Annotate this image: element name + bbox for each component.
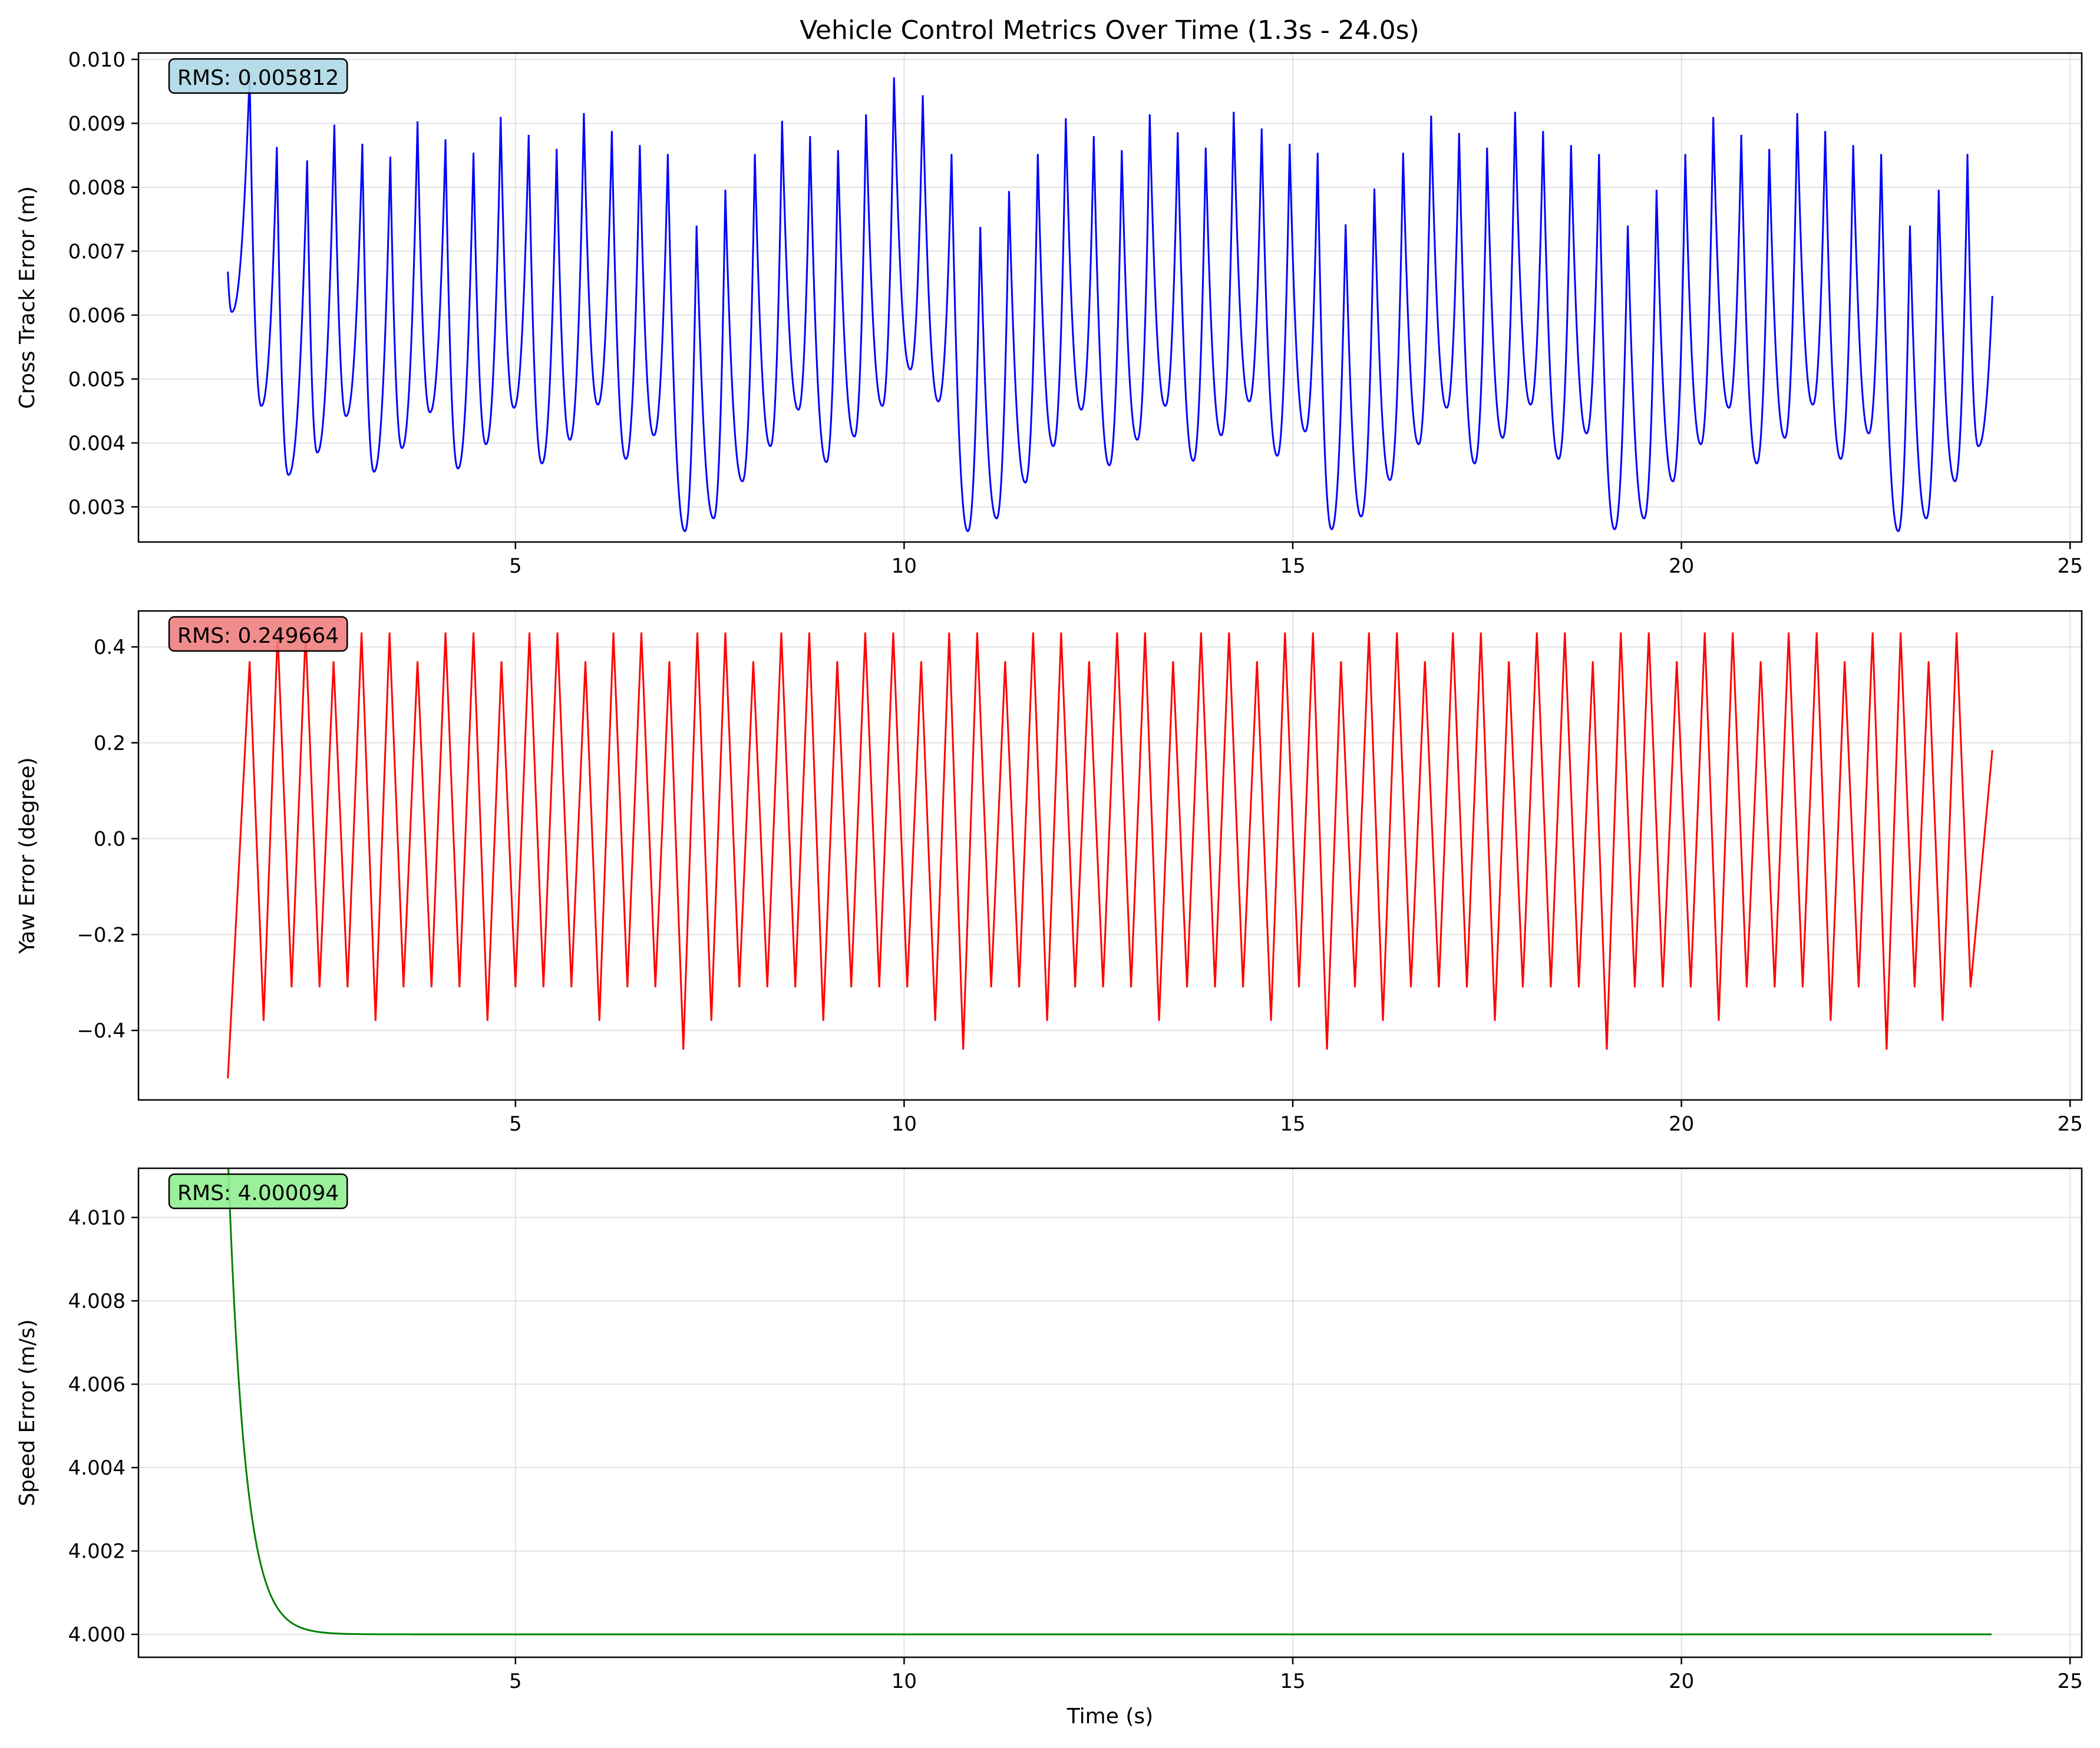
y-tick-label: 4.002	[68, 1540, 126, 1564]
rms-badge-box	[168, 616, 348, 652]
x-axis-label: Time (s)	[1066, 1704, 1153, 1729]
y-tick-label: 4.008	[68, 1290, 126, 1313]
x-tick-label: 20	[1669, 554, 1694, 578]
yaw-series-line	[227, 632, 1993, 1079]
x-tick-label: 25	[2058, 1670, 2083, 1693]
x-tick-label: 20	[1669, 1112, 1694, 1136]
x-tick-label: 25	[2058, 554, 2083, 578]
cross-track-error-panel: 5 10 15 20 25 0.003 0.004 0.005 0.006 0.007 0.008 0…	[15, 48, 2083, 578]
x-tick-label: 15	[1280, 554, 1305, 578]
rms-label: RMS: 4.000094	[177, 1181, 339, 1205]
y-tick-label: 0.003	[68, 495, 126, 519]
rms-label: RMS: 0.005812	[177, 66, 339, 90]
x-tick-label: 15	[1280, 1112, 1305, 1136]
y-tick-label: −0.2	[77, 923, 126, 947]
axes-frame	[137, 52, 2083, 543]
rms-label: RMS: 0.249664	[177, 624, 339, 648]
y-tick-label: −0.4	[77, 1019, 126, 1043]
y-tick-label: 0.007	[68, 240, 126, 263]
rms-badge-box	[168, 1173, 348, 1210]
rms-badge: RMS: 0.005812	[168, 58, 348, 94]
cross-track-series-line	[227, 72, 1993, 533]
y-axis-label: Cross Track Error (m)	[15, 186, 39, 409]
x-tick-label: 5	[509, 554, 522, 578]
x-tick-label: 5	[509, 1112, 522, 1136]
x-tick-label: 10	[891, 1670, 917, 1693]
y-tick-label: 0.0	[94, 828, 126, 851]
y-tick-label: 4.004	[68, 1456, 126, 1480]
speed-error-panel: 5 10 15 20 25 4.000 4.002 4.004 4.006 4.008 4.010 S…	[15, 1167, 2083, 1729]
x-tick-label: 25	[2058, 1112, 2083, 1136]
axes-frame	[137, 1167, 2083, 1658]
y-tick-label: 0.009	[68, 112, 126, 136]
y-tick-label: 0.4	[94, 636, 126, 659]
y-tick-label: 0.2	[94, 732, 126, 755]
figure-title: Vehicle Control Metrics Over Time (1.3s …	[800, 15, 1419, 45]
y-tick-label: 4.010	[68, 1206, 126, 1230]
y-tick-label: 0.005	[68, 368, 126, 391]
y-tick-label: 0.010	[68, 48, 126, 72]
x-tick-label: 15	[1280, 1670, 1305, 1693]
y-tick-label: 0.006	[68, 304, 126, 328]
y-tick-label: 4.000	[68, 1623, 126, 1647]
x-tick-label: 20	[1669, 1670, 1694, 1693]
rms-badge-box	[168, 58, 348, 94]
x-tick-label: 10	[891, 1112, 917, 1136]
y-tick-label: 4.006	[68, 1373, 126, 1397]
y-axis-label: Yaw Error (degree)	[15, 757, 39, 954]
x-tick-label: 5	[509, 1670, 522, 1693]
rms-badge: RMS: 4.000094	[168, 1173, 348, 1210]
axes-frame	[137, 610, 2083, 1101]
y-axis-label: Speed Error (m/s)	[15, 1319, 39, 1506]
y-tick-label: 0.008	[68, 176, 126, 200]
y-tick-label: 0.004	[68, 432, 126, 455]
x-tick-label: 10	[891, 554, 917, 578]
rms-badge: RMS: 0.249664	[168, 616, 348, 652]
speed-series-line	[227, 1168, 1992, 1635]
yaw-error-panel: 5 10 15 20 25 −0.4 −0.2 0.0 0.2 0.4 Yaw Error (deg…	[15, 610, 2083, 1136]
